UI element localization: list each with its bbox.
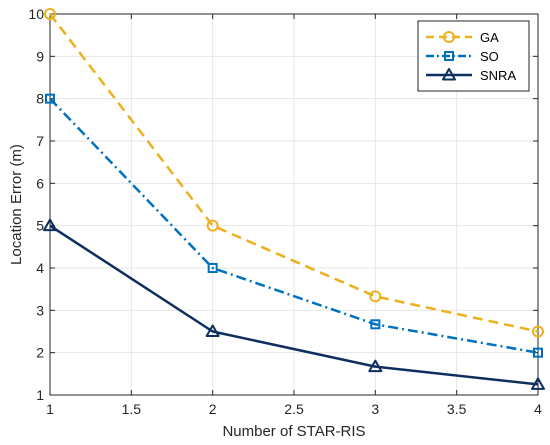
series-ga-point bbox=[44, 8, 56, 20]
y-tick-label: 5 bbox=[36, 218, 44, 234]
legend-ga-label: GA bbox=[480, 30, 499, 45]
x-tick-label: 3.5 bbox=[447, 401, 467, 417]
series-so-point bbox=[370, 319, 381, 330]
legend-so-label: SO bbox=[480, 49, 499, 64]
legend-entry-so: SO bbox=[426, 49, 499, 64]
y-axis-label: Location Error (m) bbox=[8, 144, 25, 265]
legend-ga-marker bbox=[443, 31, 455, 43]
series-so-line bbox=[49, 97, 539, 354]
legend-snra-marker bbox=[442, 68, 456, 81]
x-tick-label: 4 bbox=[534, 401, 542, 417]
series-group bbox=[43, 8, 545, 390]
y-tick-label: 3 bbox=[36, 302, 44, 318]
series-ga bbox=[44, 8, 544, 338]
legend-box bbox=[417, 20, 530, 92]
legend-entries: GA SO SNRA bbox=[426, 30, 516, 83]
y-tick-label: 7 bbox=[36, 133, 44, 149]
series-snra bbox=[43, 218, 545, 390]
y-tick-label: 9 bbox=[36, 48, 44, 64]
y-tick-label: 6 bbox=[36, 175, 44, 191]
axis-ticks: 1 1.5 2 2.5 3 3.5 4 1 2 3 4 5 6 7 8 9 10 bbox=[28, 6, 542, 417]
series-so-point bbox=[533, 347, 543, 358]
y-tick-label: 10 bbox=[28, 6, 44, 22]
y-tick-label: 1 bbox=[36, 387, 44, 403]
series-ga-point bbox=[369, 290, 382, 303]
series-snra-point bbox=[368, 359, 383, 373]
x-tick-label: 3 bbox=[371, 401, 379, 417]
series-ga-point bbox=[532, 325, 544, 338]
legend: GA SO SNRA bbox=[417, 20, 530, 92]
y-tick-label: 4 bbox=[36, 260, 44, 276]
legend-entry-snra: SNRA bbox=[426, 68, 516, 83]
legend-entry-ga: GA bbox=[426, 30, 499, 45]
series-snra-line bbox=[49, 224, 539, 386]
series-snra-point bbox=[205, 324, 220, 337]
series-snra-point bbox=[531, 377, 545, 390]
y-tick-label: 8 bbox=[36, 91, 44, 107]
x-tick-label: 1 bbox=[46, 401, 54, 417]
series-so-point bbox=[45, 93, 55, 104]
legend-so-marker bbox=[444, 51, 454, 61]
y-tick-label: 2 bbox=[36, 345, 44, 361]
series-ga-point bbox=[206, 219, 219, 232]
series-so bbox=[45, 93, 543, 358]
legend-snra-label: SNRA bbox=[480, 68, 516, 83]
series-ga-line bbox=[49, 13, 539, 333]
x-tick-label: 2.5 bbox=[284, 401, 304, 417]
series-so-point bbox=[207, 263, 218, 273]
x-tick-label: 1.5 bbox=[122, 401, 142, 417]
x-axis-label: Number of STAR-RIS bbox=[222, 423, 365, 440]
x-tick-label: 2 bbox=[209, 401, 217, 417]
series-snra-point bbox=[43, 218, 57, 232]
